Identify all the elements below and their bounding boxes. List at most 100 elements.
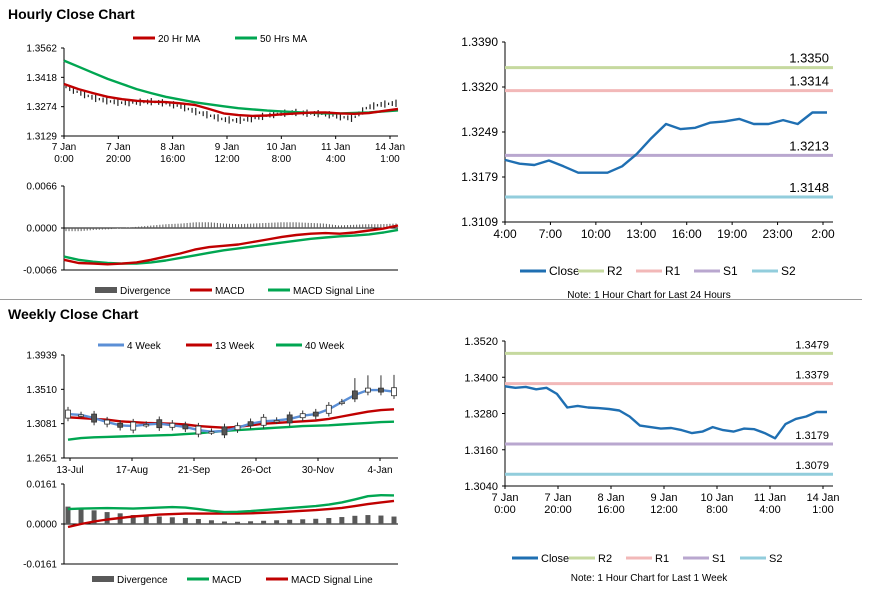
weekly-price-candle-body bbox=[143, 424, 150, 427]
weekly-1w-xtick-label: 0:00 bbox=[494, 504, 515, 516]
hourly-macd-signal-line bbox=[63, 228, 399, 265]
weekly-macd-divergence-bar bbox=[235, 521, 241, 524]
hourly-price-ma50-line bbox=[63, 59, 399, 115]
weekly-1w-legend-s1-label: S1 bbox=[712, 553, 725, 565]
hourly-price-xtick-label: 9 Jan bbox=[215, 142, 239, 153]
weekly-price-xtick-label: 26-Oct bbox=[241, 465, 271, 476]
weekly-macd-divergence-bar bbox=[391, 516, 397, 524]
legend-20hr-ma-label: 20 Hr MA bbox=[158, 34, 201, 45]
hourly-macd-ytick-label: -0.0066 bbox=[23, 266, 57, 277]
hourly-24h-xtick-label: 13:00 bbox=[626, 227, 656, 241]
hourly-24h-xtick-label: 19:00 bbox=[717, 227, 747, 241]
hourly-24h-level-s1-label: 1.3213 bbox=[789, 138, 829, 153]
weekly-price-13wk-line bbox=[67, 408, 395, 429]
weekly-macd-divergence-bar bbox=[221, 521, 227, 524]
hourly-price-ytick-label: 1.3129 bbox=[26, 132, 57, 143]
legend-hourly-divergence-label: Divergence bbox=[120, 286, 171, 297]
weekly-1w-xtick-label: 9 Jan bbox=[651, 492, 678, 504]
weekly-macd-divergence-bar bbox=[313, 518, 319, 524]
weekly-section-title: Weekly Close Chart bbox=[8, 306, 139, 322]
hourly-24h-ytick-label: 1.3179 bbox=[461, 170, 498, 184]
hourly-price-ytick-label: 1.3274 bbox=[26, 102, 57, 113]
hourly-macd-macd-line bbox=[63, 224, 399, 266]
weekly-macd-divergence-bar bbox=[378, 515, 384, 524]
hourly-price-xtick-label: 11 Jan bbox=[321, 142, 350, 153]
weekly-macd-divergence-bar bbox=[195, 519, 201, 524]
weekly-1w-ytick-label: 1.3400 bbox=[464, 372, 498, 384]
weekly-macd-ytick-label: 0.0000 bbox=[26, 520, 57, 531]
weekly-price-candle-body bbox=[338, 401, 345, 405]
weekly-price-candle-body bbox=[260, 416, 267, 426]
weekly-macd-macd-line bbox=[67, 494, 395, 514]
weekly-price-candle-body bbox=[78, 414, 84, 417]
weekly-1w-xtick-label: 8 Jan bbox=[598, 492, 625, 504]
legend-hourly-macd-signal-label: MACD Signal Line bbox=[293, 286, 375, 297]
weekly-macd-signal-line bbox=[67, 499, 395, 529]
weekly-price-candle-body bbox=[169, 422, 176, 428]
weekly-price-xtick-label: 17-Aug bbox=[116, 465, 148, 476]
hourly-24h-xtick-label: 23:00 bbox=[763, 227, 793, 241]
weekly-1w-xtick-label: 8:00 bbox=[706, 504, 727, 516]
weekly-price-candle-body bbox=[195, 425, 202, 435]
weekly-price-candle-body bbox=[208, 431, 215, 434]
weekly-price-ytick-label: 1.3939 bbox=[26, 351, 57, 362]
weekly-macd-divergence-bar bbox=[248, 521, 254, 524]
weekly-macd-divergence-bar bbox=[208, 520, 214, 524]
weekly-price-candle-body bbox=[299, 413, 306, 419]
weekly-1w-ytick-label: 1.3160 bbox=[464, 445, 498, 457]
weekly-1w-xtick-label: 20:00 bbox=[544, 504, 572, 516]
weekly-1w-legend-r1-label: R1 bbox=[655, 553, 669, 565]
weekly-macd-divergence-bar bbox=[78, 509, 84, 524]
weekly-price-ytick-label: 1.3081 bbox=[26, 419, 57, 430]
hourly-price-xtick-label: 4:00 bbox=[326, 154, 346, 165]
weekly-macd-divergence-bar bbox=[352, 515, 358, 524]
hourly-24h-legend-close-label: Close bbox=[549, 264, 580, 278]
weekly-1w-xtick-label: 7 Jan bbox=[492, 492, 519, 504]
weekly-1w-xtick-label: 1:00 bbox=[812, 504, 833, 516]
hourly-price-xtick-label: 14 Jan bbox=[375, 142, 405, 153]
weekly-macd-divergence-bar bbox=[130, 515, 136, 524]
hourly-24h-ytick-label: 1.3109 bbox=[461, 215, 498, 229]
weekly-price-candle-body bbox=[65, 409, 71, 419]
section-divider bbox=[0, 299, 862, 300]
hourly-24h-level-s2-label: 1.3148 bbox=[789, 180, 829, 195]
weekly-1w-ytick-label: 1.3520 bbox=[464, 336, 498, 348]
hourly-24h-xtick-label: 7:00 bbox=[539, 227, 563, 241]
weekly-price-candle-body bbox=[156, 419, 163, 429]
weekly-1w-level-s2-label: 1.3079 bbox=[795, 460, 829, 472]
hourly-24h-legend-s2-label: S2 bbox=[781, 264, 796, 278]
weekly-macd-divergence-bar bbox=[91, 510, 97, 524]
hourly-24h-level-r2-label: 1.3350 bbox=[789, 51, 829, 66]
weekly-price-xtick-label: 4-Jan bbox=[367, 465, 392, 476]
weekly-1w-legend-close-label: Close bbox=[541, 553, 569, 565]
hourly-24h-close-line bbox=[504, 111, 827, 174]
hourly-24h-xtick-label: 10:00 bbox=[581, 227, 611, 241]
weekly-macd-divergence-bar bbox=[365, 515, 371, 524]
weekly-price-xtick-label: 13-Jul bbox=[56, 465, 83, 476]
weekly-price-candle-body bbox=[351, 390, 358, 400]
weekly-1w-xtick-label: 10 Jan bbox=[700, 492, 733, 504]
weekly-price-candle-body bbox=[312, 411, 319, 417]
hourly-price-ytick-label: 1.3562 bbox=[26, 44, 57, 55]
weekly-1w-xtick-label: 11 Jan bbox=[754, 492, 786, 504]
weekly-price-ytick-label: 1.2651 bbox=[26, 454, 57, 465]
hourly-price-xtick-label: 8:00 bbox=[272, 154, 292, 165]
weekly-price-candle-body bbox=[286, 414, 293, 424]
legend-hourly-macd-label: MACD bbox=[215, 286, 244, 297]
hourly-macd-ytick-label: 0.0000 bbox=[26, 224, 57, 235]
hourly-price-ytick-label: 1.3418 bbox=[26, 73, 57, 84]
weekly-macd-divergence-bar bbox=[143, 515, 149, 524]
hourly-price-xtick-label: 12:00 bbox=[214, 154, 239, 165]
weekly-price-xtick-label: 21-Sep bbox=[178, 465, 211, 476]
weekly-price-candle-body bbox=[273, 420, 280, 423]
weekly-macd-divergence-bar bbox=[169, 517, 175, 524]
legend-40-week-label: 40 Week bbox=[305, 341, 345, 352]
weekly-1w-close-line bbox=[504, 385, 827, 440]
weekly-price-candle-body bbox=[221, 426, 228, 436]
hourly-24h-legend-s1-label: S1 bbox=[723, 264, 738, 278]
hourly-24h-xtick-label: 2:00 bbox=[811, 227, 835, 241]
legend-weekly-divergence-swatch bbox=[92, 576, 114, 582]
weekly-1w-legend-r2-label: R2 bbox=[598, 553, 612, 565]
legend-weekly-macd-signal-label: MACD Signal Line bbox=[291, 575, 373, 586]
hourly-24h-ytick-label: 1.3249 bbox=[461, 125, 498, 139]
